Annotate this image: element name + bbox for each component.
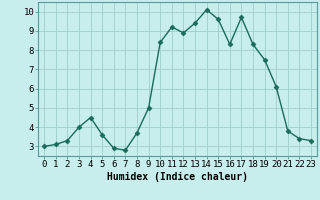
X-axis label: Humidex (Indice chaleur): Humidex (Indice chaleur) [107, 172, 248, 182]
